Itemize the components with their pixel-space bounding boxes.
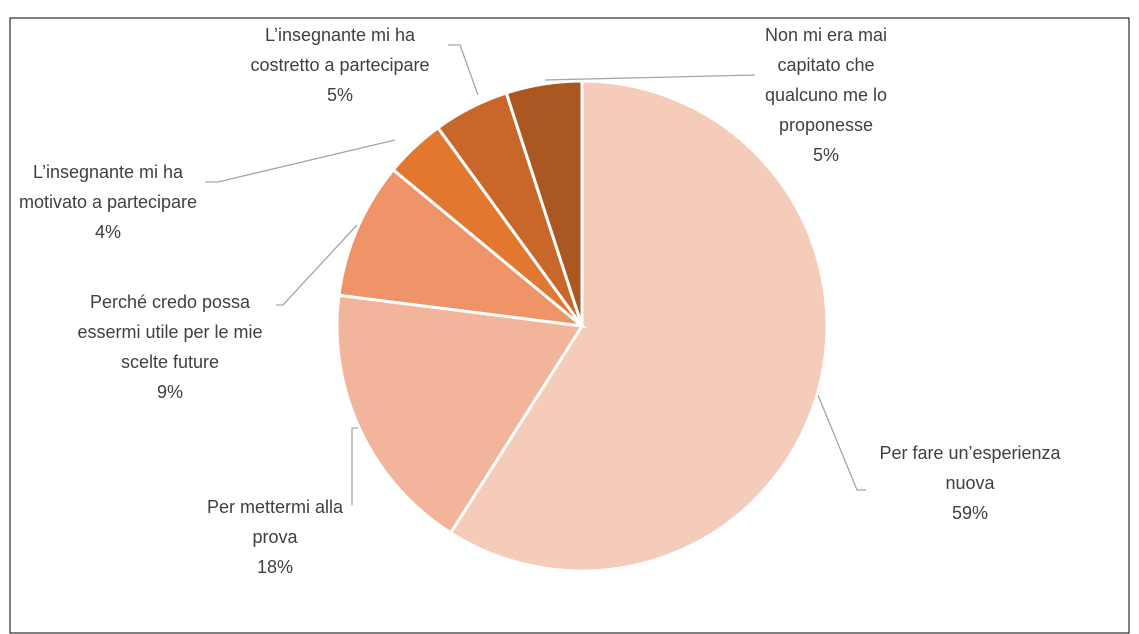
leader-line	[817, 394, 866, 491]
data-label: Perché credo possa essermi utile per le …	[65, 287, 275, 407]
category-label: Non mi era mai capitato che qualcuno me …	[764, 25, 888, 135]
pie-slice	[448, 79, 829, 573]
leader-line	[276, 224, 358, 306]
data-label: L’insegnante mi ha motivato a partecipar…	[8, 157, 208, 247]
category-label: Per fare un’esperienza nuova	[879, 443, 1061, 493]
chart-frame	[9, 17, 1130, 634]
data-label: L’insegnante mi ha costretto a partecipa…	[235, 20, 445, 110]
category-label: Perché credo possa essermi utile per le …	[77, 292, 263, 372]
value-label: 5%	[812, 145, 839, 165]
pie-slice	[335, 293, 585, 535]
data-label: Non mi era mai capitato che qualcuno me …	[739, 20, 914, 170]
category-label: L’insegnante mi ha motivato a partecipar…	[18, 162, 198, 212]
data-label: Per mettermi alla prova 18%	[185, 492, 365, 582]
leader-line	[448, 44, 479, 96]
value-label: 5%	[326, 85, 353, 105]
value-label: 4%	[94, 222, 121, 242]
value-label: 18%	[256, 557, 294, 577]
category-label: L’insegnante mi ha costretto a partecipa…	[250, 25, 430, 75]
leader-line	[205, 139, 396, 183]
leader-line	[544, 74, 756, 81]
pie-slice	[337, 167, 587, 329]
data-label: Per fare un’esperienza nuova 59%	[870, 438, 1070, 528]
leader-line	[351, 427, 358, 505]
category-label: Per mettermi alla prova	[206, 497, 344, 547]
value-label: 9%	[156, 382, 183, 402]
pie-slice	[504, 79, 584, 327]
value-label: 59%	[951, 503, 989, 523]
